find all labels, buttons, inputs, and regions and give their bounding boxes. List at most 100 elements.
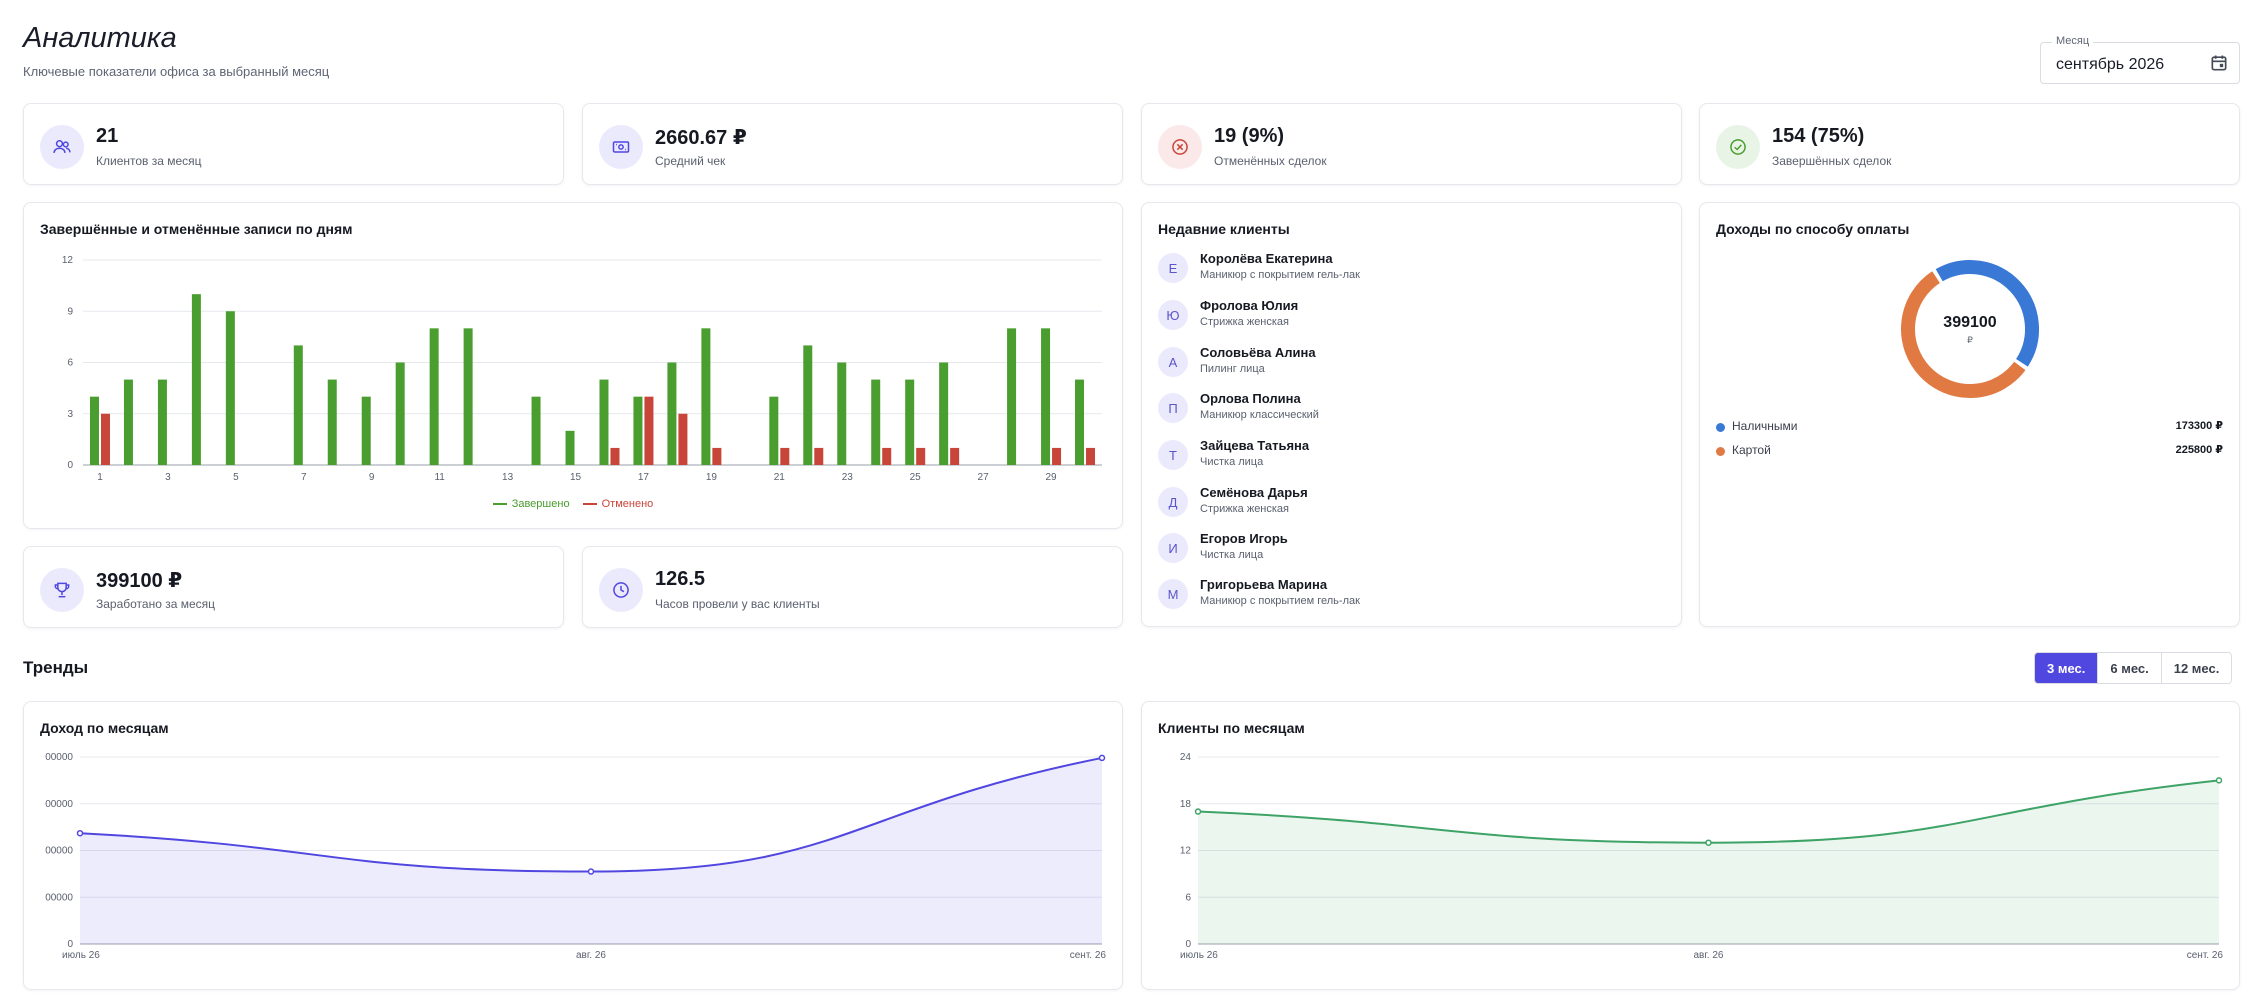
x-tick-label: сент. 26 xyxy=(2187,950,2224,961)
bar-completed xyxy=(191,294,201,465)
payment-name: Наличными xyxy=(1732,419,1798,433)
y-tick-label: 0 xyxy=(1185,939,1191,950)
bar-completed xyxy=(293,345,303,465)
stat-card-earned: 399100 ₽ Заработано за месяц xyxy=(23,546,564,628)
donut-total: 399100 xyxy=(1943,314,1996,331)
x-tick-label: 25 xyxy=(910,472,922,483)
list-item[interactable]: А Соловьёва Алина Пилинг лица xyxy=(1158,345,1658,385)
clients-area-chart: 0 6 12 18 24 июль 26 авг. 26 сент. 26 xyxy=(1180,752,2224,961)
x-circle-icon xyxy=(1158,125,1202,169)
client-service: Стрижка женская xyxy=(1200,316,1290,328)
clients-count-value: 21 xyxy=(96,125,119,147)
avatar: И xyxy=(1158,533,1188,563)
list-item[interactable]: П Орлова Полина Маникюр классический xyxy=(1158,391,1658,431)
card-dot xyxy=(1716,447,1725,456)
clients-trend-card: Клиенты по месяцам 0 6 12 18 24 июль 26 авг. 2… xyxy=(1141,701,2240,990)
payment-legend-card: Картой 225800 ₽ xyxy=(1716,443,2223,461)
client-service: Маникюр классический xyxy=(1200,409,1319,421)
bar-completed xyxy=(565,430,575,465)
avg-check-value: 2660.67 ₽ xyxy=(655,127,747,149)
x-tick-label: 7 xyxy=(301,472,307,483)
list-item[interactable]: Е Королёва Екатерина Маникюр с покрытием… xyxy=(1158,251,1658,291)
calendar-icon[interactable] xyxy=(2209,53,2229,78)
avatar: А xyxy=(1158,347,1188,377)
data-point xyxy=(2215,777,2223,784)
daily-chart-card: Завершённые и отменённые записи по дням … xyxy=(23,202,1123,529)
bar-completed xyxy=(157,379,167,465)
bar-completed xyxy=(531,396,541,465)
client-service: Чистка лица xyxy=(1200,456,1264,468)
daily-chart-title: Завершённые и отменённые записи по дням xyxy=(40,221,353,237)
slice-card xyxy=(1901,271,2026,398)
list-item[interactable]: Ю Фролова Юлия Стрижка женская xyxy=(1158,298,1658,338)
cancelled-value: 19 (9%) xyxy=(1214,125,1285,147)
x-tick-label: 17 xyxy=(638,472,650,483)
clock-icon xyxy=(599,568,643,612)
x-tick-label: 27 xyxy=(978,472,990,483)
bar-completed xyxy=(1075,379,1085,465)
avatar: Т xyxy=(1158,440,1188,470)
avatar: Д xyxy=(1158,487,1188,517)
x-tick-label: сент. 26 xyxy=(1070,950,1107,961)
x-tick-label: 19 xyxy=(706,472,718,483)
month-picker[interactable]: Месяц сентябрь 2026 xyxy=(2040,35,2240,84)
client-name: Королёва Екатерина xyxy=(1200,251,1333,266)
x-tick-label: 23 xyxy=(842,472,854,483)
x-tick-label: авг. 26 xyxy=(1694,950,1724,961)
donut-currency: ₽ xyxy=(1967,335,1973,345)
period-6m-button[interactable]: 6 мес. xyxy=(2098,653,2162,683)
completed-label: Завершённых сделок xyxy=(1772,154,1892,168)
x-tick-label: июль 26 xyxy=(1180,950,1218,961)
bar-cancelled xyxy=(780,447,790,465)
data-point xyxy=(1705,839,1712,846)
cancelled-label: Отменённых сделок xyxy=(1214,154,1327,168)
x-tick-label: 11 xyxy=(434,472,445,483)
legend-cancelled-label: Отменено xyxy=(601,498,654,510)
completed-value: 154 (75%) xyxy=(1772,125,1865,147)
bar-completed xyxy=(769,396,779,465)
data-point xyxy=(1194,808,1202,815)
y-tick-label: 00000 xyxy=(45,892,73,903)
stat-card-clients: 21 Клиентов за месяц xyxy=(23,103,564,185)
bar-completed xyxy=(327,379,337,465)
month-value[interactable]: сентябрь 2026 xyxy=(2056,56,2165,73)
payments-donut-chart: 399100 ₽ xyxy=(1901,260,2039,398)
recent-clients-card: Недавние клиенты Е Королёва Екатерина Ма… xyxy=(1141,202,1682,627)
client-service: Чистка лица xyxy=(1200,549,1264,561)
bar-completed xyxy=(89,396,99,465)
list-item[interactable]: М Григорьева Марина Маникюр с покрытием … xyxy=(1158,577,1658,617)
stat-card-completed: 154 (75%) Завершённых сделок xyxy=(1699,103,2240,185)
x-tick-label: 9 xyxy=(369,472,375,483)
period-12m-button[interactable]: 12 мес. xyxy=(2161,653,2232,683)
users-icon xyxy=(40,125,84,169)
client-service: Стрижка женская xyxy=(1200,503,1290,515)
x-tick-label: 3 xyxy=(165,472,171,483)
client-name: Зайцева Татьяна xyxy=(1200,438,1310,453)
clients-trend-title: Клиенты по месяцам xyxy=(1158,720,1305,736)
avatar: Е xyxy=(1158,253,1188,283)
y-tick-label: 00000 xyxy=(45,799,73,810)
bar-completed xyxy=(871,379,881,465)
income-trend-card: Доход по месяцам 0 00000 00000 00000 00000 ию… xyxy=(23,701,1123,990)
bar-completed xyxy=(599,379,609,465)
banknote-icon xyxy=(599,125,643,169)
list-item[interactable]: Д Семёнова Дарья Стрижка женская xyxy=(1158,485,1658,525)
period-3m-button[interactable]: 3 мес. xyxy=(2035,653,2099,683)
client-name: Семёнова Дарья xyxy=(1200,485,1308,500)
y-tick-label: 12 xyxy=(62,255,74,266)
bar-completed xyxy=(939,362,949,465)
earned-value: 399100 ₽ xyxy=(96,570,183,592)
bar-completed xyxy=(701,328,711,465)
client-name: Орлова Полина xyxy=(1200,391,1301,406)
daily-chart-legend: Завершено Отменено xyxy=(24,496,1122,510)
avatar: Ю xyxy=(1158,300,1188,330)
list-item[interactable]: И Егоров Игорь Чистка лица xyxy=(1158,531,1658,571)
bar-completed xyxy=(1007,328,1017,465)
list-item[interactable]: Т Зайцева Татьяна Чистка лица xyxy=(1158,438,1658,478)
recent-clients-title: Недавние клиенты xyxy=(1158,221,1290,237)
period-selector: 3 мес. 6 мес. 12 мес. xyxy=(2034,652,2233,684)
bar-cancelled xyxy=(644,396,654,465)
client-service: Пилинг лица xyxy=(1200,363,1265,375)
trends-title: Тренды xyxy=(23,658,89,677)
payment-amount: 173300 ₽ xyxy=(2175,420,2223,432)
